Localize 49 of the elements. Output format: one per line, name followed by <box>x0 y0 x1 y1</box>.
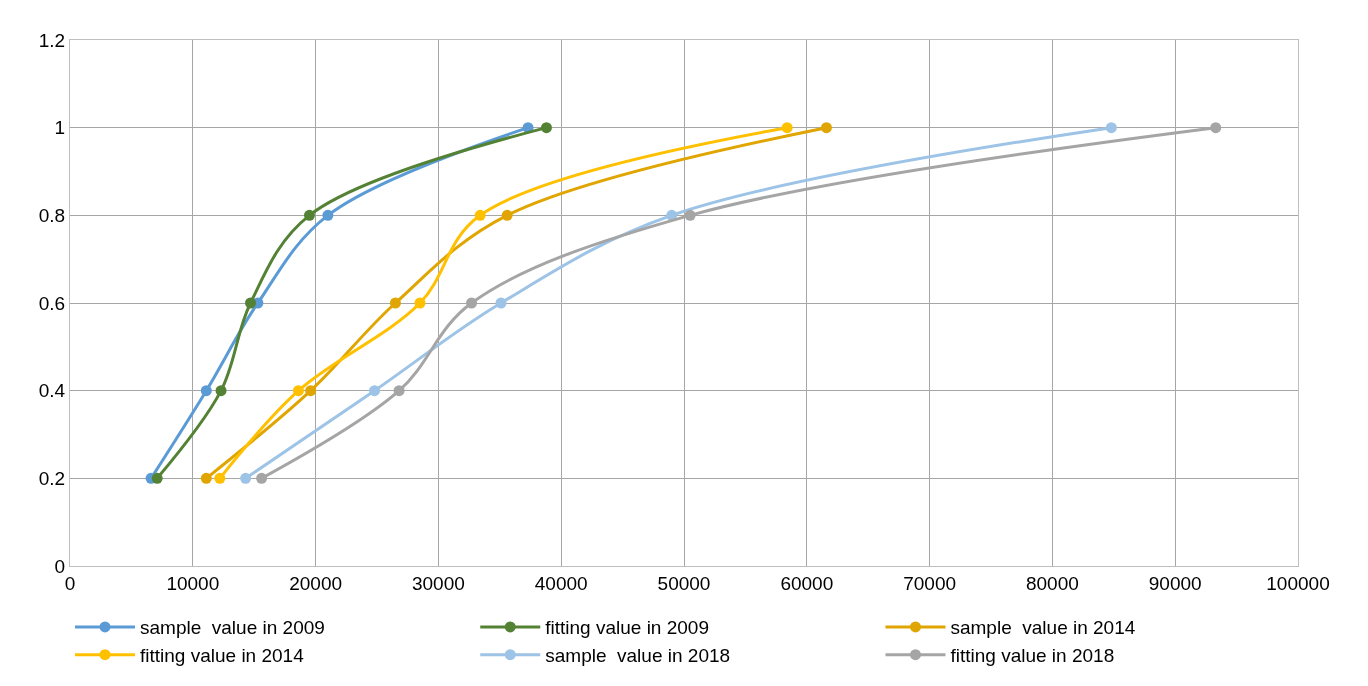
x-tick-label: 10000 <box>166 572 220 594</box>
point <box>781 122 793 134</box>
point <box>466 297 478 309</box>
point <box>215 385 227 397</box>
point <box>414 297 426 309</box>
legend-label: sample value in 2014 <box>950 617 1136 639</box>
x-tick-label: 60000 <box>780 572 834 594</box>
point <box>474 209 486 221</box>
legend-label: sample value in 2018 <box>545 645 731 667</box>
x-tick-label: 80000 <box>1025 572 1079 594</box>
point <box>200 472 212 484</box>
point <box>540 122 552 134</box>
x-tick-label: 70000 <box>903 572 957 594</box>
point <box>245 297 257 309</box>
point <box>1105 122 1117 134</box>
legend-label: fitting value in 2018 <box>950 645 1115 667</box>
x-tick-label: 40000 <box>534 572 588 594</box>
x-tick-label: 50000 <box>657 572 711 594</box>
x-tick-label: 90000 <box>1148 572 1202 594</box>
y-tick-label: 0.2 <box>38 467 66 489</box>
x-tick-label: 20000 <box>289 572 343 594</box>
y-tick-label: 0.4 <box>38 380 66 402</box>
point <box>240 472 252 484</box>
point <box>1210 122 1222 134</box>
point <box>501 209 513 221</box>
x-tick-label: 100000 <box>1266 572 1330 594</box>
point <box>303 209 315 221</box>
x-tick-label: 30000 <box>411 572 465 594</box>
point <box>200 385 212 397</box>
point <box>214 472 226 484</box>
point <box>369 385 381 397</box>
y-tick-label: 1 <box>54 117 66 139</box>
point <box>393 385 405 397</box>
legend-label: sample value in 2009 <box>140 617 325 639</box>
y-tick-label: 1.2 <box>38 29 66 51</box>
y-tick-label: 0.8 <box>38 204 66 226</box>
y-tick-label: 0 <box>54 555 66 577</box>
point <box>292 385 304 397</box>
point <box>305 385 317 397</box>
point <box>820 122 832 134</box>
point <box>256 472 268 484</box>
y-tick-label: 0.6 <box>38 292 66 314</box>
point <box>151 472 163 484</box>
legend-label: fitting value in 2009 <box>545 617 709 639</box>
legend-label: fitting value in 2014 <box>140 645 305 667</box>
point <box>322 209 334 221</box>
point <box>684 209 696 221</box>
point <box>389 297 401 309</box>
point <box>495 297 507 309</box>
